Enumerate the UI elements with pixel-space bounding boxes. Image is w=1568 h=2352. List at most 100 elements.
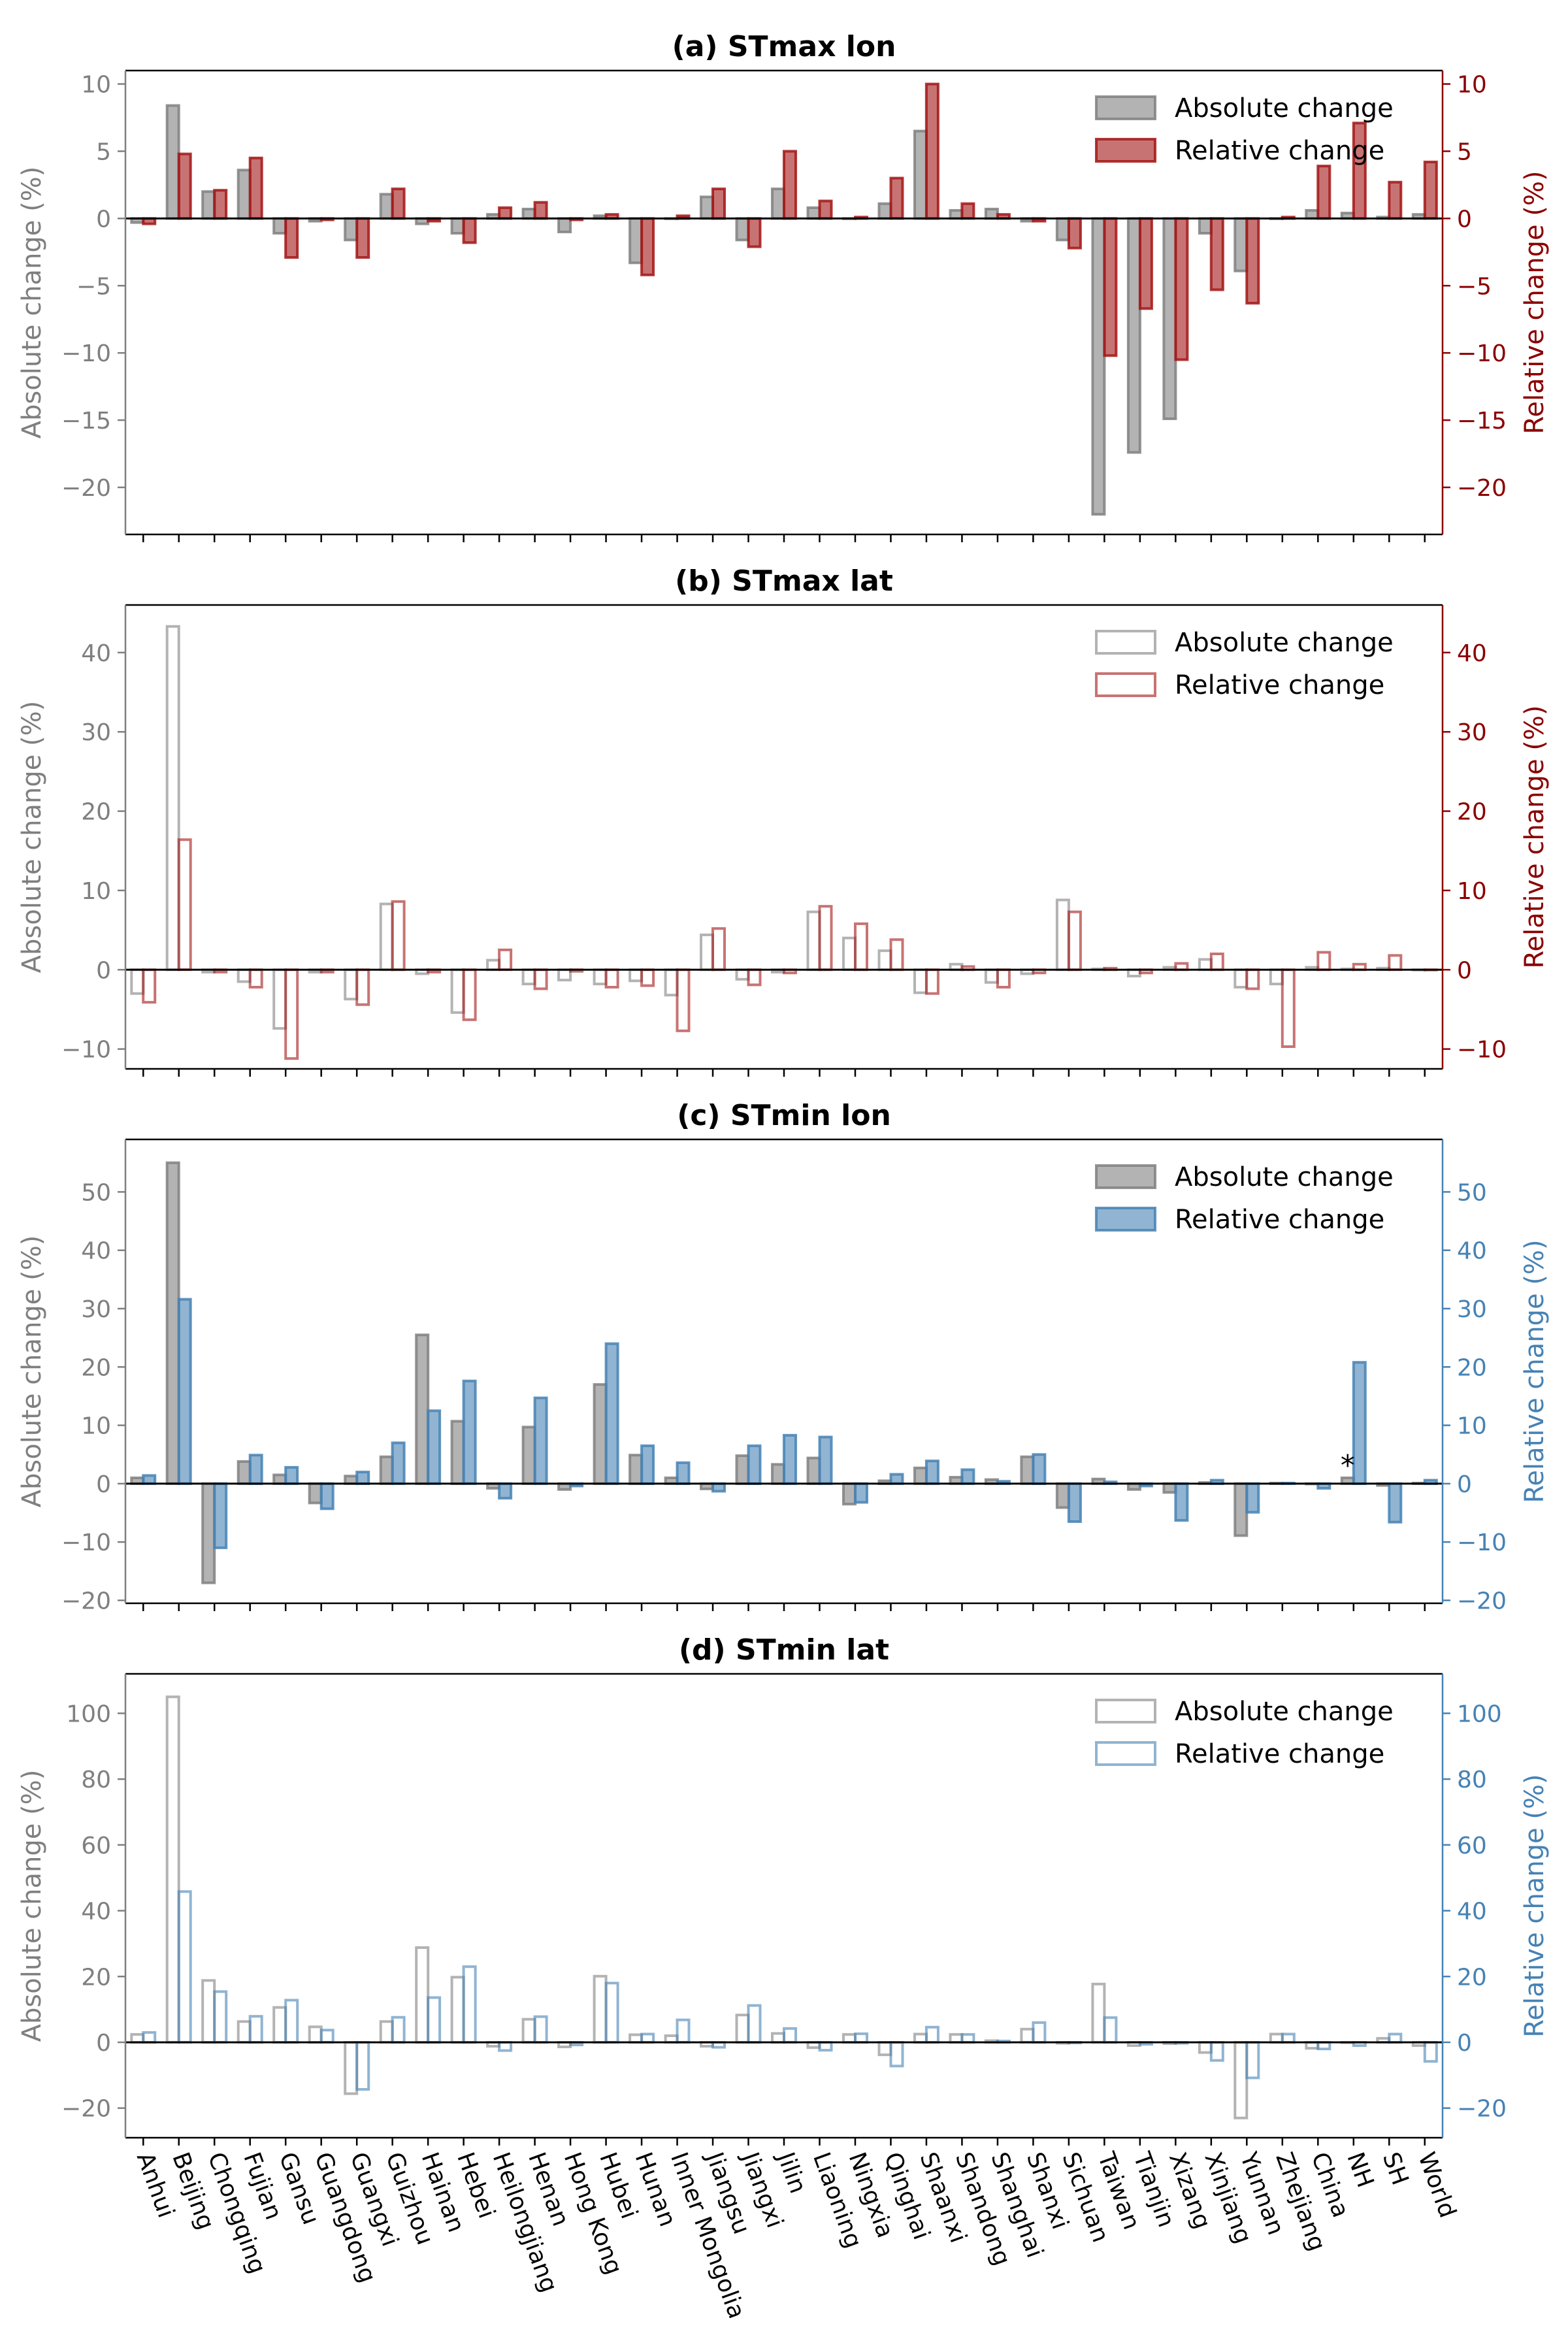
panel-1-absolute-bar-hunan	[629, 217, 644, 265]
panel-2-right-tick-label: 10	[1457, 878, 1487, 905]
panel-2-right-tick-label: −10	[1457, 1037, 1507, 1064]
panel-2-absolute-bar-henan	[521, 968, 536, 986]
panel-4-relative-bar-china	[1316, 2041, 1331, 2051]
panel-1-legend-label-absolute: Absolute change	[1175, 93, 1394, 123]
panel-4-absolute-bar-shandong	[949, 2033, 964, 2044]
panel-2-right-tick-label: 40	[1457, 640, 1487, 667]
panel-4-legend-label-relative: Relative change	[1175, 1739, 1384, 1769]
panel-3-left-tick-label: 0	[96, 1471, 111, 1498]
panel-4-absolute-bar-xinjiang	[1198, 2041, 1213, 2054]
panel-4-absolute-bar-hubei	[593, 1974, 608, 2044]
panel-4-relative-bar-guizhou	[391, 2016, 406, 2044]
panel-2-relative-bar-anhui	[142, 968, 157, 1004]
panel-2-left-tick-label: 0	[96, 957, 111, 984]
panel-3-absolute-bar-hunan	[629, 1454, 644, 1485]
panel-1-right-tick-label: −10	[1457, 340, 1507, 367]
panel-1-relative-bar-jilin	[783, 150, 797, 220]
category-label-sh: SH	[1377, 2149, 1414, 2189]
panel-3-legend-swatch-absolute	[1095, 1164, 1156, 1189]
panel-4-relative-bar-zhejiang	[1281, 2033, 1296, 2044]
panel-1-left-tick-label: 0	[96, 206, 111, 233]
panel-4-absolute-bar-chongqing	[201, 1979, 216, 2044]
panel-2-relative-bar-hebei	[462, 968, 477, 1021]
panel-3-relative-bar-henan	[533, 1396, 548, 1485]
panel-4-right-tick-label: −20	[1457, 2096, 1507, 2123]
panel-1-right-tick-label: −15	[1457, 408, 1507, 434]
panel-3-absolute-bar-gansu	[272, 1473, 287, 1485]
panel-1-absolute-bar-guangxi	[344, 217, 359, 242]
panel-3-ylabel-right: Relative change (%)	[1520, 1239, 1550, 1503]
panel-4-left-tick-label: 0	[96, 2030, 111, 2057]
panel-2-relative-bar-liaoning	[818, 905, 833, 972]
panel-3-left-tick-label: 40	[81, 1238, 111, 1265]
panel-1-absolute-bar-taiwan	[1091, 217, 1106, 516]
panel-1-absolute-bar-xinjiang	[1198, 217, 1213, 235]
panel-1-relative-bar-beijing	[177, 152, 192, 220]
panel-3-relative-bar-liaoning	[818, 1435, 833, 1485]
panel-4-relative-bar-ningxia	[854, 2032, 868, 2044]
panel-4-absolute-bar-taiwan	[1091, 1982, 1106, 2044]
panel-3-relative-bar-ningxia	[854, 1482, 868, 1504]
panel-2-absolute-bar-shanghai	[984, 968, 999, 984]
panel-2-relative-bar-hunan	[640, 968, 655, 987]
category-label-world: World	[1413, 2149, 1461, 2221]
panel-4-right-tick-label: 40	[1457, 1899, 1487, 1925]
panel-3-relative-bar-yunnan	[1245, 1482, 1260, 1514]
panel-3-absolute-bar-hainan	[415, 1333, 430, 1485]
panel-2-absolute-bar-hong-kong	[557, 968, 572, 982]
panel-1-absolute-bar-beijing	[165, 104, 180, 220]
panel-3-legend-swatch-relative	[1095, 1207, 1156, 1232]
panel-3-relative-bar-qinghai	[889, 1473, 904, 1485]
panel-3-right-tick-label: 20	[1457, 1354, 1487, 1381]
panel-2-relative-bar-yunnan	[1245, 968, 1260, 990]
panel-4-absolute-bar-guizhou	[379, 2020, 394, 2044]
panel-3-ylabel-left: Absolute change (%)	[17, 1235, 47, 1508]
panel-1-right-tick-label: 10	[1457, 72, 1487, 99]
panel-4-relative-bar-taiwan	[1103, 2016, 1118, 2044]
panel-1-absolute-bar-qinghai	[877, 202, 892, 220]
panel-4-relative-bar-anhui	[142, 2031, 157, 2044]
panel-3-absolute-bar-beijing	[165, 1161, 180, 1485]
panel-4-absolute-bar-yunnan	[1233, 2041, 1249, 2119]
panel-2-relative-bar-guizhou	[391, 900, 406, 972]
panel-2-absolute-bar-beijing	[165, 625, 180, 972]
panel-1-absolute-bar-tianjin	[1126, 217, 1141, 454]
panel-3-left-tick-label: 50	[81, 1179, 111, 1206]
panel-3-absolute-bar-jiangxi	[735, 1454, 750, 1486]
panel-2-absolute-bar-xinjiang	[1198, 958, 1213, 972]
panel-1-right-tick-label: −5	[1457, 273, 1492, 300]
panel-1-absolute-bar-xizang	[1162, 217, 1177, 420]
panel-3-absolute-bar-guangdong	[308, 1482, 323, 1505]
panel-1-relative-bar-jiangsu	[711, 188, 726, 220]
panel-1-absolute-bar-yunnan	[1233, 217, 1249, 272]
panel-1-absolute-bar-gansu	[272, 217, 287, 235]
panel-1-ylabel-left: Absolute change (%)	[17, 167, 47, 439]
panel-1-absolute-bar-hong-kong	[557, 217, 572, 233]
panel-1-absolute-bar-china	[1305, 209, 1320, 220]
panel-2-relative-bar-heilongjiang	[498, 948, 513, 972]
panel-3-left-tick-label: 20	[81, 1354, 111, 1381]
panel-3-absolute-bar-liaoning	[806, 1456, 821, 1485]
panel-3-title: (c) STmin lon	[677, 1099, 891, 1132]
panel-3-absolute-bar-guangxi	[344, 1475, 359, 1485]
panel-2-relative-bar-gansu	[284, 968, 299, 1060]
panel-2-left-tick-label: −10	[61, 1037, 111, 1064]
panel-4-relative-bar-jiangxi	[747, 2004, 762, 2044]
panel-2-absolute-bar-guangxi	[344, 968, 359, 1001]
panel-2-absolute-bar-jiangsu	[700, 933, 714, 972]
panel-2-relative-bar-sichuan	[1067, 910, 1082, 972]
panel-2-relative-bar-zhejiang	[1281, 968, 1296, 1049]
panel-1-relative-bar-taiwan	[1103, 217, 1118, 357]
panel-4-absolute-bar-guangxi	[344, 2041, 359, 2095]
panel-2-relative-bar-hubei	[604, 968, 619, 989]
panel-1-relative-bar-jiangxi	[747, 217, 762, 248]
panel-4-title: (d) STmin lat	[679, 1633, 889, 1667]
panel-3-annotation-asterisk: *	[1341, 1449, 1355, 1482]
panel-1-left-tick-label: 10	[81, 72, 111, 99]
panel-4-absolute-bar-hainan	[415, 1946, 430, 2044]
panel-2-legend-label-relative: Relative change	[1175, 670, 1384, 700]
panel-4-right-tick-label: 20	[1457, 1964, 1487, 1991]
panel-2-ylabel-left: Absolute change (%)	[17, 701, 47, 973]
panel-3-absolute-bar-hebei	[450, 1420, 465, 1485]
panel-3-absolute-bar-shaanxi	[913, 1466, 928, 1485]
